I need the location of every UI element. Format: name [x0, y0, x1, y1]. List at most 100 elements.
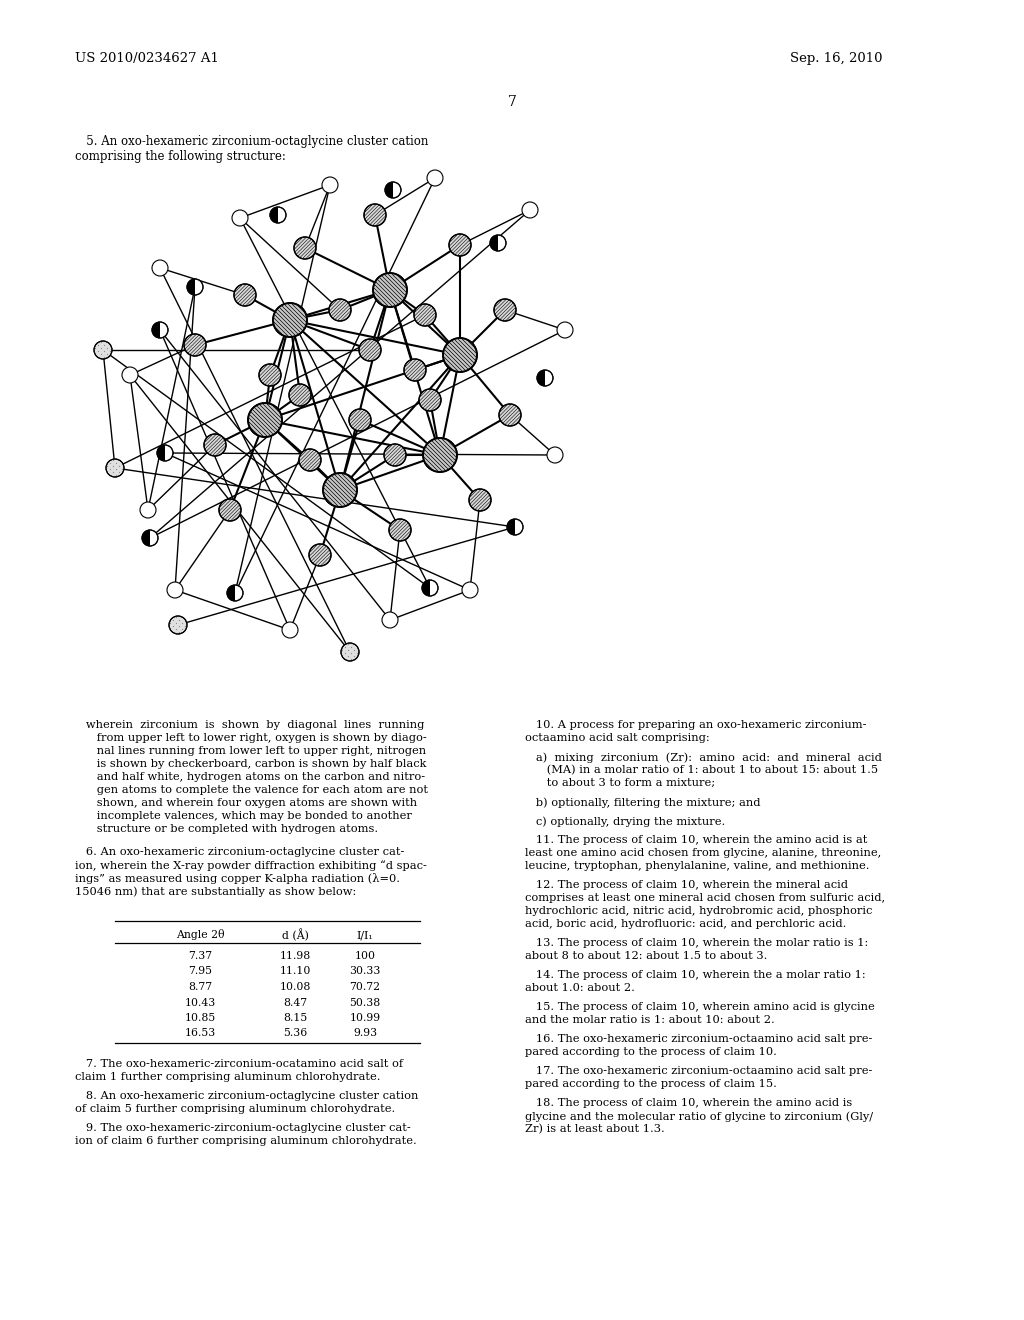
Circle shape: [419, 389, 441, 411]
Text: and the molar ratio is 1: about 10: about 2.: and the molar ratio is 1: about 10: abou…: [525, 1015, 775, 1026]
Wedge shape: [187, 279, 195, 294]
Circle shape: [522, 202, 538, 218]
Wedge shape: [507, 519, 515, 535]
Wedge shape: [490, 235, 498, 251]
Text: I/I₁: I/I₁: [356, 931, 374, 940]
Circle shape: [359, 339, 381, 360]
Circle shape: [385, 182, 401, 198]
Text: 30.33: 30.33: [349, 966, 381, 977]
Circle shape: [106, 459, 124, 477]
Circle shape: [259, 364, 281, 385]
Circle shape: [349, 409, 371, 432]
Circle shape: [494, 300, 516, 321]
Circle shape: [427, 170, 443, 186]
Text: about 1.0: about 2.: about 1.0: about 2.: [525, 983, 635, 993]
Circle shape: [152, 260, 168, 276]
Text: 10.99: 10.99: [349, 1012, 381, 1023]
Text: is shown by checkerboard, carbon is shown by half black: is shown by checkerboard, carbon is show…: [75, 759, 426, 770]
Circle shape: [389, 519, 411, 541]
Circle shape: [204, 434, 226, 455]
Text: of claim 5 further comprising aluminum chlorohydrate.: of claim 5 further comprising aluminum c…: [75, 1105, 395, 1114]
Circle shape: [364, 205, 386, 226]
Circle shape: [443, 338, 477, 372]
Text: 5.36: 5.36: [283, 1028, 307, 1039]
Text: 15. The process of claim 10, wherein amino acid is glycine: 15. The process of claim 10, wherein ami…: [525, 1002, 874, 1012]
Text: 8. An oxo-hexameric zirconium-octaglycine cluster cation: 8. An oxo-hexameric zirconium-octaglycin…: [75, 1092, 419, 1101]
Text: pared according to the process of claim 10.: pared according to the process of claim …: [525, 1047, 777, 1057]
Text: incomplete valences, which may be bonded to another: incomplete valences, which may be bonded…: [75, 810, 412, 821]
Circle shape: [227, 585, 243, 601]
Circle shape: [309, 544, 331, 566]
Text: 70.72: 70.72: [349, 982, 381, 993]
Circle shape: [167, 582, 183, 598]
Text: about 8 to about 12: about 1.5 to about 3.: about 8 to about 12: about 1.5 to about …: [525, 950, 767, 961]
Circle shape: [169, 616, 187, 634]
Text: a)  mixing  zirconium  (Zr):  amino  acid:  and  mineral  acid: a) mixing zirconium (Zr): amino acid: an…: [525, 752, 882, 763]
Text: 9. The oxo-hexameric-zirconium-octaglycine cluster cat-: 9. The oxo-hexameric-zirconium-octaglyci…: [75, 1123, 411, 1134]
Circle shape: [414, 304, 436, 326]
Text: 18. The process of claim 10, wherein the amino acid is: 18. The process of claim 10, wherein the…: [525, 1098, 852, 1107]
Text: (MA) in a molar ratio of 1: about 1 to about 15: about 1.5: (MA) in a molar ratio of 1: about 1 to a…: [525, 766, 879, 775]
Text: to about 3 to form a mixture;: to about 3 to form a mixture;: [525, 777, 715, 788]
Circle shape: [184, 334, 206, 356]
Circle shape: [423, 438, 457, 473]
Text: acid, boric acid, hydrofluoric: acid, and perchloric acid.: acid, boric acid, hydrofluoric: acid, an…: [525, 919, 847, 929]
Text: 7.37: 7.37: [188, 950, 212, 961]
Circle shape: [329, 300, 351, 321]
Text: 13. The process of claim 10, wherein the molar ratio is 1:: 13. The process of claim 10, wherein the…: [525, 939, 868, 948]
Wedge shape: [227, 585, 234, 601]
Circle shape: [282, 622, 298, 638]
Text: claim 1 further comprising aluminum chlorohydrate.: claim 1 further comprising aluminum chlo…: [75, 1072, 381, 1082]
Text: 50.38: 50.38: [349, 998, 381, 1007]
Wedge shape: [537, 370, 545, 385]
Wedge shape: [422, 579, 430, 597]
Text: 9.93: 9.93: [353, 1028, 377, 1039]
Wedge shape: [385, 182, 393, 198]
Text: and half white, hydrogen atoms on the carbon and nitro-: and half white, hydrogen atoms on the ca…: [75, 772, 425, 781]
Text: 12. The process of claim 10, wherein the mineral acid: 12. The process of claim 10, wherein the…: [525, 880, 848, 890]
Circle shape: [373, 273, 407, 308]
Circle shape: [142, 531, 158, 546]
Text: gen atoms to complete the valence for each atom are not: gen atoms to complete the valence for ea…: [75, 785, 428, 795]
Text: octaamino acid salt comprising:: octaamino acid salt comprising:: [525, 733, 710, 743]
Circle shape: [273, 304, 307, 337]
Text: comprising the following structure:: comprising the following structure:: [75, 150, 286, 162]
Text: hydrochloric acid, nitric acid, hydrobromic acid, phosphoric: hydrochloric acid, nitric acid, hydrobro…: [525, 906, 872, 916]
Circle shape: [289, 384, 311, 407]
Text: 8.47: 8.47: [283, 998, 307, 1007]
Circle shape: [122, 367, 138, 383]
Circle shape: [270, 207, 286, 223]
Text: b) optionally, filtering the mixture; and: b) optionally, filtering the mixture; an…: [525, 797, 761, 808]
Text: shown, and wherein four oxygen atoms are shown with: shown, and wherein four oxygen atoms are…: [75, 799, 417, 808]
Circle shape: [140, 502, 156, 517]
Text: ings” as measured using copper K-alpha radiation (λ=0.: ings” as measured using copper K-alpha r…: [75, 873, 400, 884]
Circle shape: [422, 579, 438, 597]
Wedge shape: [152, 322, 160, 338]
Text: 15046 nm) that are substantially as show below:: 15046 nm) that are substantially as show…: [75, 886, 356, 896]
Text: d (Å): d (Å): [282, 929, 308, 941]
Text: 6. An oxo-hexameric zirconium-octaglycine cluster cat-: 6. An oxo-hexameric zirconium-octaglycin…: [75, 847, 404, 857]
Text: 8.15: 8.15: [283, 1012, 307, 1023]
Text: glycine and the molecular ratio of glycine to zirconium (Gly/: glycine and the molecular ratio of glyci…: [525, 1111, 873, 1122]
Text: structure or be completed with hydrogen atoms.: structure or be completed with hydrogen …: [75, 824, 378, 834]
Circle shape: [152, 322, 168, 338]
Circle shape: [547, 447, 563, 463]
Text: pared according to the process of claim 15.: pared according to the process of claim …: [525, 1078, 777, 1089]
Circle shape: [323, 473, 357, 507]
Text: wherein  zirconium  is  shown  by  diagonal  lines  running: wherein zirconium is shown by diagonal l…: [75, 719, 424, 730]
Text: 100: 100: [354, 950, 376, 961]
Text: 16. The oxo-hexameric zirconium-octaamino acid salt pre-: 16. The oxo-hexameric zirconium-octaamin…: [525, 1034, 872, 1044]
Text: 14. The process of claim 10, wherein the a molar ratio 1:: 14. The process of claim 10, wherein the…: [525, 970, 865, 979]
Text: least one amino acid chosen from glycine, alanine, threonine,: least one amino acid chosen from glycine…: [525, 847, 882, 858]
Circle shape: [232, 210, 248, 226]
Circle shape: [490, 235, 506, 251]
Circle shape: [234, 284, 256, 306]
Text: 10.43: 10.43: [184, 998, 216, 1007]
Text: Zr) is at least about 1.3.: Zr) is at least about 1.3.: [525, 1125, 665, 1134]
Wedge shape: [157, 445, 165, 461]
Circle shape: [322, 177, 338, 193]
Text: 11.98: 11.98: [280, 950, 310, 961]
Text: 11.10: 11.10: [280, 966, 310, 977]
Text: 16.53: 16.53: [184, 1028, 216, 1039]
Circle shape: [341, 643, 359, 661]
